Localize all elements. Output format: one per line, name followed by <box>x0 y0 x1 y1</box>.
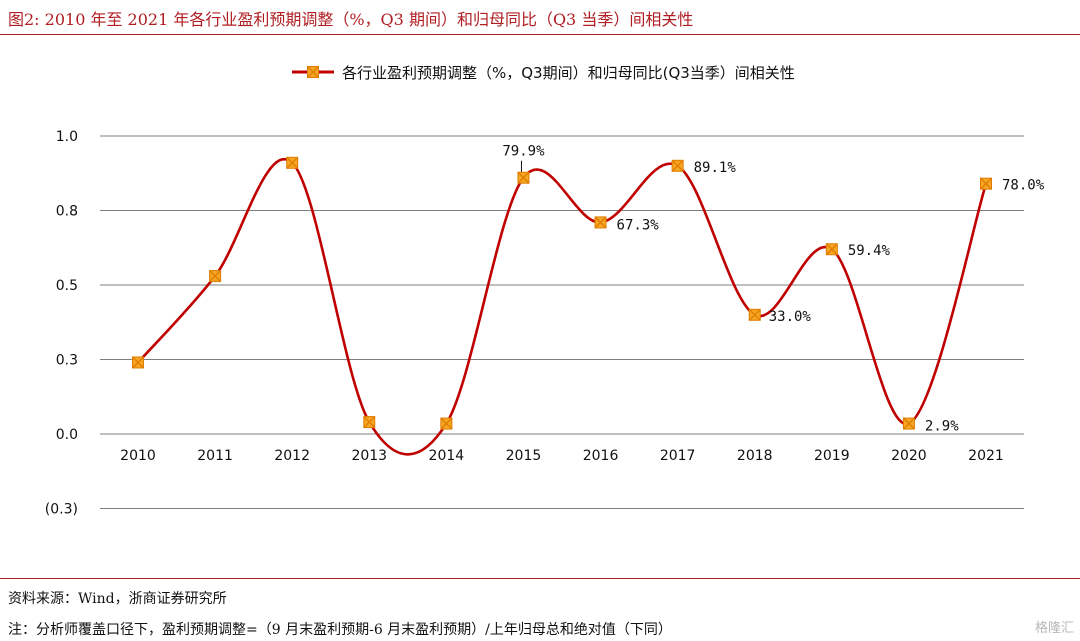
x-tick-label: 2014 <box>429 448 465 464</box>
data-point <box>980 177 992 190</box>
data-label: 78.0% <box>1002 178 1045 194</box>
y-tick-labels: 1.0 0.8 0.5 0.3 0.0 (0.3) <box>45 129 78 518</box>
watermark-logo: 格隆汇 <box>1034 621 1074 636</box>
series-line <box>137 158 988 456</box>
x-tick-labels: 2010 2011 2012 2013 2014 2015 2016 2017 2018 2019… <box>120 448 1004 464</box>
grid-lines <box>100 135 1024 509</box>
data-point <box>209 270 222 283</box>
x-tick-label: 2016 <box>583 448 619 464</box>
legend-marker <box>307 66 319 78</box>
data-label: 67.3% <box>617 217 660 233</box>
y-tick-label: 1.0 <box>56 129 78 145</box>
x-tick-label: 2020 <box>891 448 927 464</box>
footnote: 注：分析师覆盖口径下，盈利预期调整=（9 月末盈利预期-6 月末盈利预期）/上年… <box>8 622 672 638</box>
data-point <box>594 216 607 229</box>
y-tick-label: 0.8 <box>56 204 78 220</box>
data-point <box>286 156 299 169</box>
data-label: 2.9% <box>925 419 959 435</box>
data-point <box>132 356 144 369</box>
source-note: 资料来源：Wind，浙商证券研究所 <box>8 591 227 607</box>
bottom-rule <box>0 578 1080 579</box>
x-tick-label: 2019 <box>814 448 850 464</box>
data-point <box>363 416 376 429</box>
data-label: 79.9% <box>502 144 545 160</box>
x-tick-label: 2018 <box>737 448 773 464</box>
y-tick-label: 0.5 <box>56 278 78 294</box>
x-tick-label: 2010 <box>120 448 156 464</box>
figure-title: 图2: 2010 年至 2021 年各行业盈利预期调整（%，Q3 期间）和归母同… <box>8 10 694 29</box>
legend-label: 各行业盈利预期调整（%，Q3期间）和归母同比(Q3当季）间相关性 <box>342 64 795 82</box>
top-rule <box>0 34 1080 35</box>
x-tick-label: 2012 <box>274 448 310 464</box>
data-point <box>748 308 761 321</box>
series-line-layer <box>137 158 988 456</box>
data-label: 33.0% <box>769 309 812 325</box>
data-label: 89.1% <box>694 160 737 176</box>
data-point <box>517 171 530 184</box>
x-tick-label: 2017 <box>660 448 696 464</box>
data-labels: 79.9% 67.3% 89.1% 33.0% 59.4% 2.9% 78.0% <box>502 144 1044 435</box>
y-tick-label: 0.3 <box>56 353 78 369</box>
x-tick-label: 2021 <box>968 448 1004 464</box>
x-tick-label: 2015 <box>506 448 542 464</box>
data-point <box>825 243 838 256</box>
x-tick-label: 2011 <box>197 448 233 464</box>
x-tick-label: 2013 <box>351 448 387 464</box>
data-point <box>671 159 684 172</box>
y-tick-label: 0.0 <box>56 427 78 443</box>
y-tick-label: (0.3) <box>45 502 78 518</box>
legend: 各行业盈利预期调整（%，Q3期间）和归母同比(Q3当季）间相关性 <box>292 64 795 82</box>
data-point <box>440 417 453 430</box>
data-point <box>902 417 915 430</box>
data-label: 59.4% <box>848 243 891 259</box>
data-markers <box>132 156 992 430</box>
